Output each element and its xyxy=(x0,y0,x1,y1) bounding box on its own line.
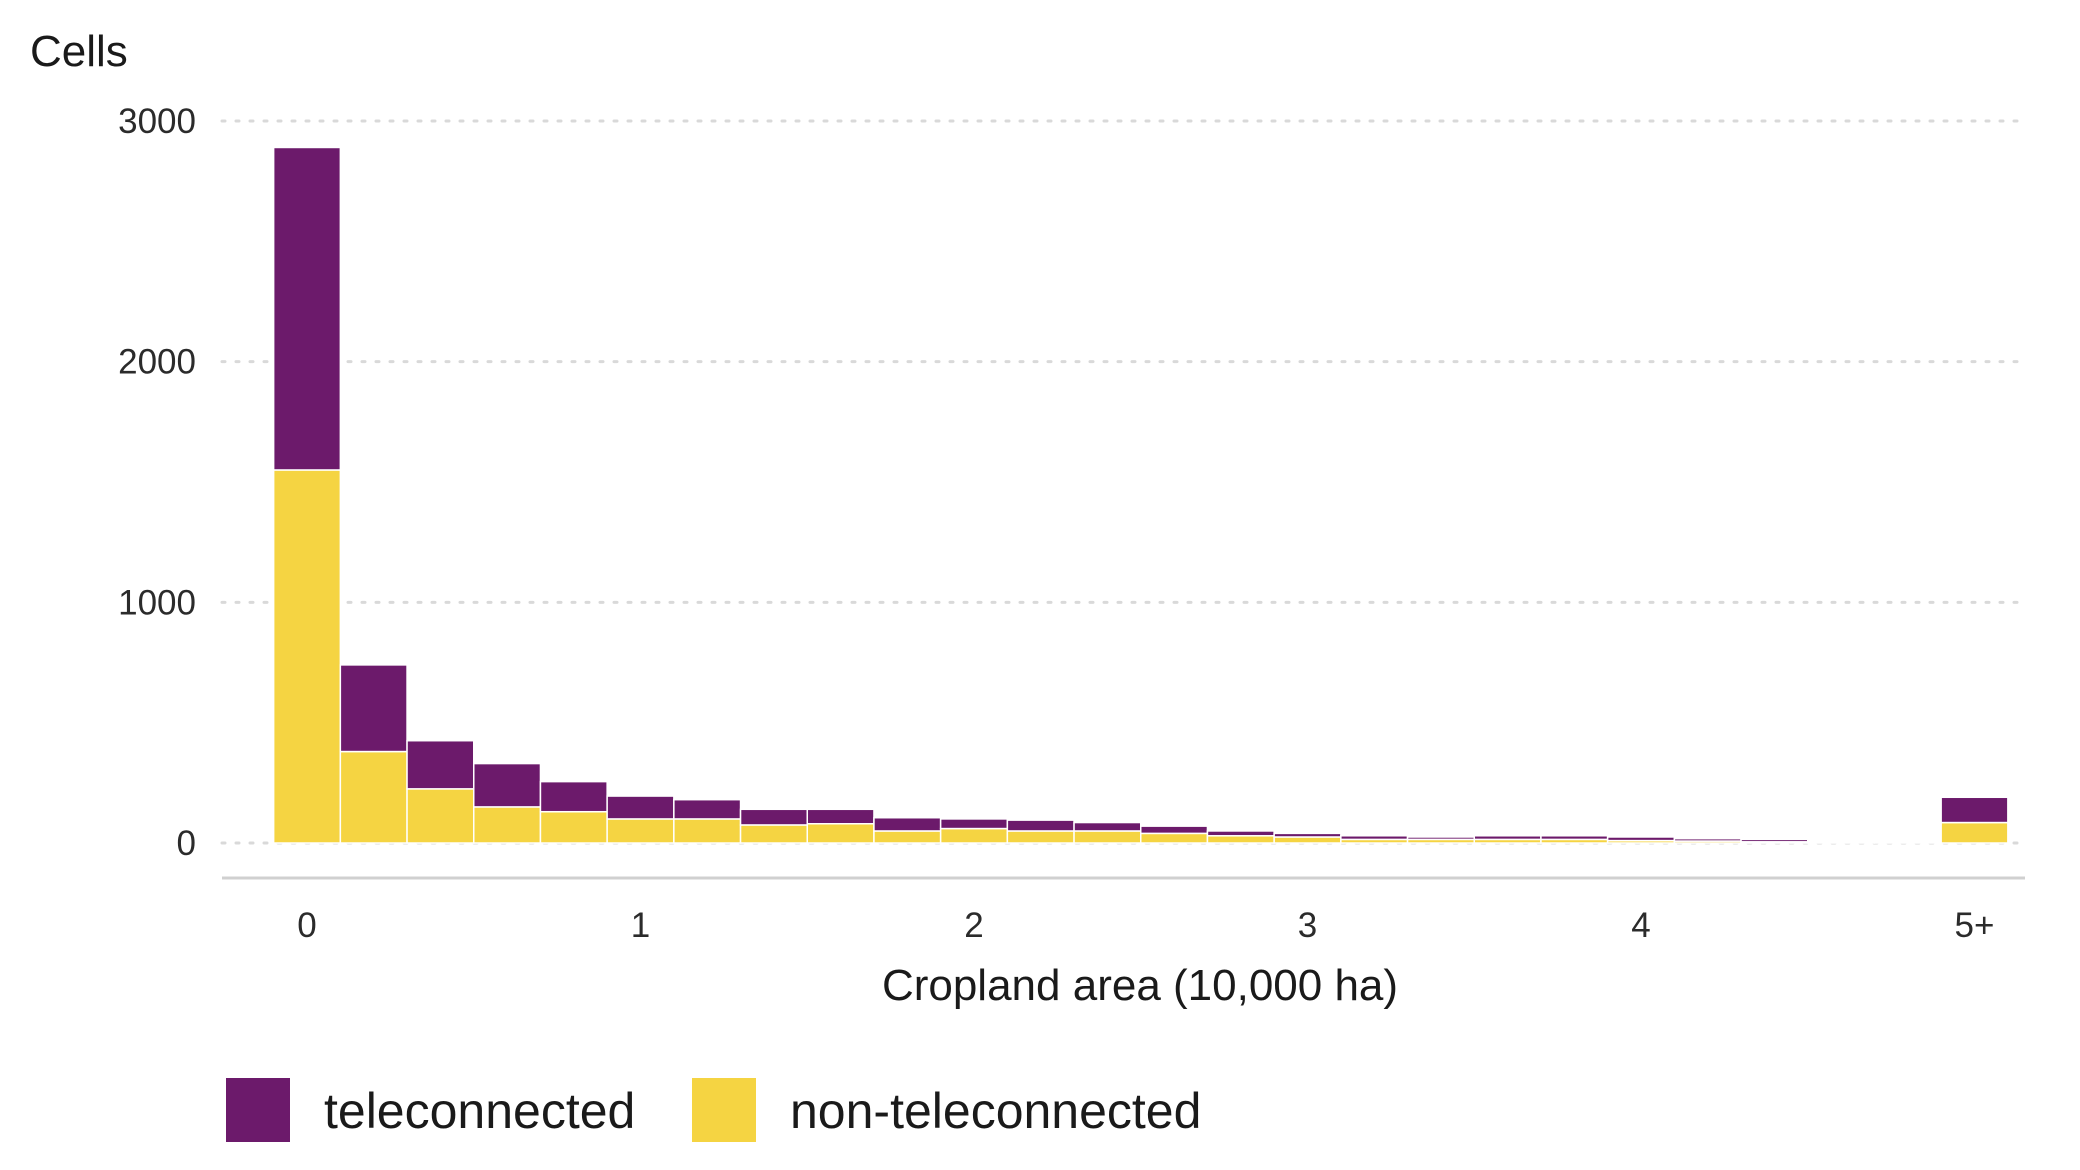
y-tick-label-1000: 1000 xyxy=(118,583,196,622)
bar-teleconnected-3 xyxy=(473,762,542,808)
bar-non-teleconnected-11 xyxy=(1006,830,1075,844)
legend-swatch-non-teleconnected xyxy=(692,1078,756,1142)
bar-non-teleconnected-0 xyxy=(272,469,342,844)
legend-label-teleconnected: teleconnected xyxy=(324,1083,635,1139)
bar-teleconnected-4 xyxy=(539,780,608,813)
bar-teleconnected-14 xyxy=(1206,830,1275,837)
bar-teleconnected-11 xyxy=(1006,819,1075,832)
y-axis-ticks: 0 1000 2000 3000 xyxy=(118,102,196,863)
bar-non-teleconnected-1 xyxy=(339,750,408,844)
bar-teleconnected-22 xyxy=(1740,838,1809,843)
bar-teleconnected-1 xyxy=(339,664,408,753)
bar-teleconnected-15 xyxy=(1273,832,1342,838)
bar-non-teleconnected-14 xyxy=(1206,835,1275,844)
bar-teleconnected-21 xyxy=(1673,837,1742,842)
x-tick-label-3: 3 xyxy=(1298,906,1317,945)
bar-teleconnected-5 xyxy=(606,795,675,820)
x-tick-label-2: 2 xyxy=(964,906,983,945)
bar-non-teleconnected-25 xyxy=(1940,821,2009,844)
bar-teleconnected-19 xyxy=(1540,835,1609,841)
bar-non-teleconnected-5 xyxy=(606,818,675,844)
bar-teleconnected-20 xyxy=(1606,836,1676,842)
legend-label-non-teleconnected: non-teleconnected xyxy=(790,1083,1201,1139)
x-axis-title: Cropland area (10,000 ha) xyxy=(882,961,1398,1010)
bar-non-teleconnected-2 xyxy=(406,788,475,844)
bar-teleconnected-16 xyxy=(1340,835,1409,841)
x-tick-label-1: 1 xyxy=(631,906,650,945)
y-tick-label-3000: 3000 xyxy=(118,102,196,141)
x-axis-ticks: 0 1 2 3 4 5+ xyxy=(297,906,1994,945)
y-tick-label-0: 0 xyxy=(177,824,196,863)
bar-non-teleconnected-6 xyxy=(673,818,742,844)
bar-non-teleconnected-3 xyxy=(473,806,542,844)
x-tick-label-0: 0 xyxy=(297,906,316,945)
x-tick-label-5+: 5+ xyxy=(1955,906,1995,945)
bar-non-teleconnected-8 xyxy=(806,822,875,844)
bars xyxy=(272,146,2009,844)
bar-teleconnected-6 xyxy=(673,798,742,820)
bar-non-teleconnected-9 xyxy=(873,830,942,844)
bar-teleconnected-2 xyxy=(406,739,475,790)
gridlines xyxy=(220,119,2027,845)
bar-non-teleconnected-4 xyxy=(539,810,608,844)
bar-teleconnected-10 xyxy=(939,818,1009,830)
legend: teleconnected non-teleconnected xyxy=(226,1078,1201,1142)
y-axis-title: Cells xyxy=(30,27,128,76)
bar-non-teleconnected-13 xyxy=(1140,832,1209,844)
bar-non-teleconnected-12 xyxy=(1073,830,1142,844)
bar-teleconnected-23 xyxy=(1807,840,1876,844)
bar-teleconnected-24 xyxy=(1873,839,1942,843)
x-tick-label-4: 4 xyxy=(1631,906,1650,945)
bar-teleconnected-25 xyxy=(1940,796,2009,824)
bar-teleconnected-18 xyxy=(1473,835,1542,841)
bar-teleconnected-7 xyxy=(739,808,808,826)
bar-non-teleconnected-10 xyxy=(939,827,1009,844)
bar-non-teleconnected-7 xyxy=(739,824,808,844)
bar-teleconnected-12 xyxy=(1073,821,1142,832)
bar-teleconnected-9 xyxy=(873,816,942,832)
bar-non-teleconnected-15 xyxy=(1273,836,1342,844)
bar-teleconnected-8 xyxy=(806,808,875,825)
bar-teleconnected-0 xyxy=(272,146,342,471)
bar-teleconnected-13 xyxy=(1140,825,1209,835)
bar-teleconnected-17 xyxy=(1406,836,1476,841)
legend-swatch-teleconnected xyxy=(226,1078,290,1142)
y-tick-label-2000: 2000 xyxy=(118,343,196,382)
